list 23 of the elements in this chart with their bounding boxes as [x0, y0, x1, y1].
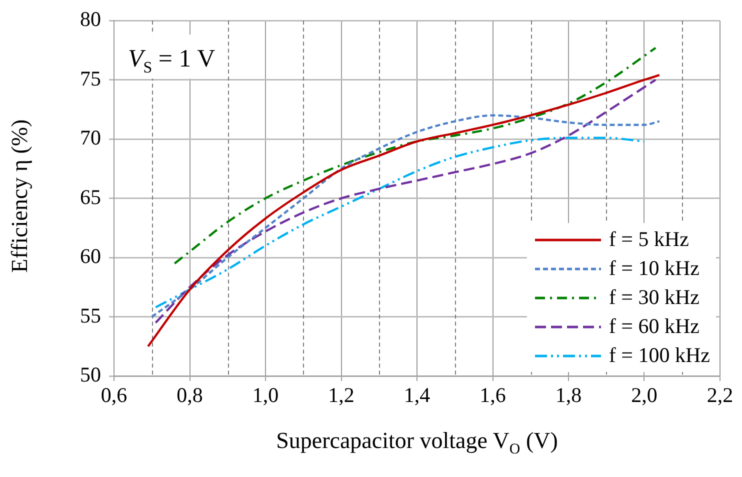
- legend-label: f = 30 kHz: [608, 285, 700, 310]
- x-tick-label: 0,6: [100, 383, 128, 408]
- legend-label: f = 10 kHz: [608, 256, 700, 281]
- x-tick-label: 1,2: [328, 383, 354, 408]
- x-tick-label: 1,8: [555, 383, 582, 408]
- y-tick-label: 60: [80, 244, 101, 268]
- x-tick-label: 0,8: [176, 383, 203, 408]
- y-tick-label: 70: [80, 126, 101, 150]
- y-tick-label: 55: [80, 303, 101, 328]
- x-tick-label: 2,0: [631, 383, 658, 408]
- y-tick-label: 75: [80, 66, 101, 90]
- y-tick-label: 50: [80, 362, 101, 387]
- x-axis-title: Supercapacitor voltage V$_{O}$ (V): [275, 428, 559, 459]
- legend-label: f = 100 kHz: [608, 343, 710, 368]
- x-tick-label: 2,2: [706, 383, 734, 408]
- legend-label: f = 5 kHz: [608, 227, 689, 252]
- x-tick-label: 1,6: [480, 383, 506, 408]
- x-tick-label: 1,4: [404, 383, 431, 408]
- legend-label: f = 60 kHz: [608, 314, 700, 339]
- y-tick-label: 80: [80, 7, 101, 32]
- y-axis-title: Efficiency η (%): [7, 118, 33, 275]
- y-tick-label: 65: [80, 184, 101, 209]
- x-tick-label: 1,0: [252, 383, 279, 408]
